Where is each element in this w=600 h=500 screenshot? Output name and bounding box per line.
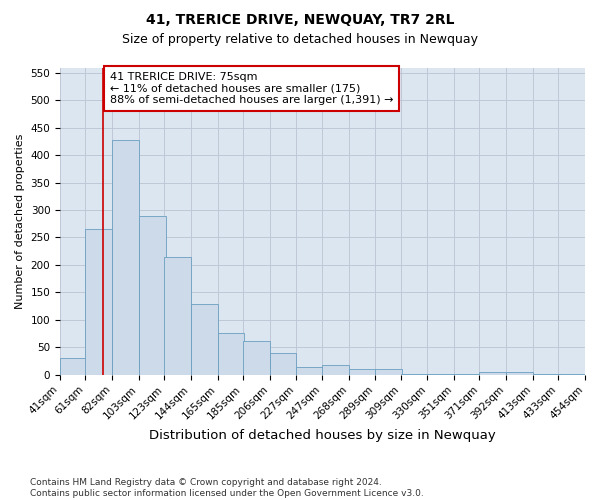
Bar [375,369,402,374]
Bar [191,304,218,374]
Bar [243,341,270,374]
Bar [164,256,191,374]
Bar [60,358,87,374]
Bar [270,352,296,374]
Text: 41, TRERICE DRIVE, NEWQUAY, TR7 2RL: 41, TRERICE DRIVE, NEWQUAY, TR7 2RL [146,12,454,26]
Bar [139,216,166,374]
Text: Size of property relative to detached houses in Newquay: Size of property relative to detached ho… [122,32,478,46]
Bar [349,369,375,374]
Bar [85,230,112,374]
Text: 41 TRERICE DRIVE: 75sqm
← 11% of detached houses are smaller (175)
88% of semi-d: 41 TRERICE DRIVE: 75sqm ← 11% of detache… [110,72,393,105]
Bar [506,372,533,374]
Y-axis label: Number of detached properties: Number of detached properties [15,134,25,308]
X-axis label: Distribution of detached houses by size in Newquay: Distribution of detached houses by size … [149,430,496,442]
Bar [479,372,506,374]
Bar [112,140,139,374]
Bar [218,333,244,374]
Bar [296,367,323,374]
Bar [322,366,349,374]
Text: Contains HM Land Registry data © Crown copyright and database right 2024.
Contai: Contains HM Land Registry data © Crown c… [30,478,424,498]
